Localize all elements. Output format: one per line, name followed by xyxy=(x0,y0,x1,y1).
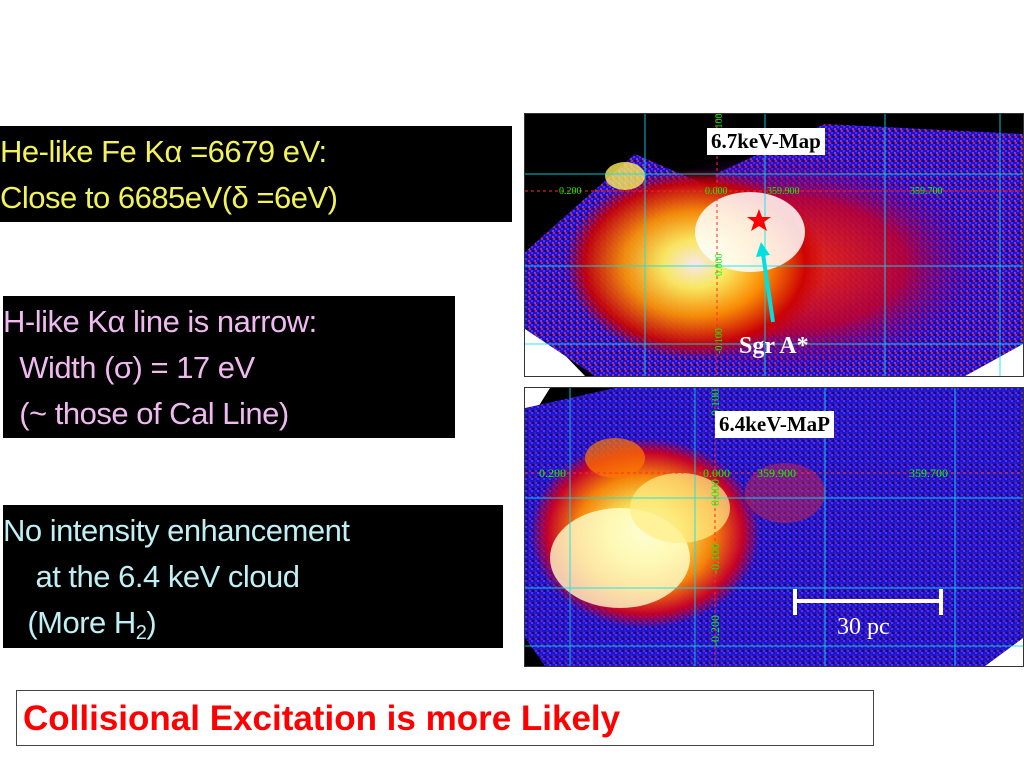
map-6-7kev-ytick-1: 0.100 xyxy=(714,114,725,136)
line-width-text-3: (~ those of Cal Line) xyxy=(3,396,289,431)
map-6-4kev-xtick-4: 359.700 xyxy=(909,466,948,480)
intensity-text-1: No intensity enhancement xyxy=(3,513,350,548)
map-6-4kev-ytick-2: 0.000 xyxy=(708,479,722,506)
map-6-7kev-xtick-3: 359.900 xyxy=(767,186,800,197)
sgr-a-pointer-arrow xyxy=(756,242,775,323)
map-6-4kev-xtick-3: 359.900 xyxy=(757,466,796,480)
map-6-4kev-grid xyxy=(525,388,1023,666)
map-6-7kev-image: 0.200 0.000 359.900 359.700 0.100 0.000 … xyxy=(525,114,1023,376)
intensity-text-3: (More H2) xyxy=(3,600,503,646)
intensity-text-3-post: ) xyxy=(146,605,157,640)
map-6-7kev-ytick-2: 0.000 xyxy=(714,254,725,277)
intensity-text-3-pre: (More H xyxy=(3,605,136,640)
map-6-4kev-ytick-1: 0.100 xyxy=(708,389,722,416)
map-6-4kev-label: 6.4keV-MaP xyxy=(715,411,834,438)
map-6-4kev-ytick-4: -0.200 xyxy=(708,615,722,646)
map-6-4kev-xtick-2: 0.000 xyxy=(703,466,730,480)
map-6-7kev-label: 6.7keV-Map xyxy=(707,128,825,155)
conclusion-box: Collisional Excitation is more Likely xyxy=(16,690,874,746)
intensity-text-2: at the 6.4 keV cloud xyxy=(3,559,300,594)
line-width-text-1: H-like Kα line is narrow: xyxy=(3,304,317,339)
intensity-box: No intensity enhancement at the 6.4 keV … xyxy=(3,505,503,648)
map-6-4kev-panel: 0.200 0.000 359.900 359.700 0.100 0.000 … xyxy=(524,387,1024,667)
line-width-box: H-like Kα line is narrow: Width (σ) = 17… xyxy=(3,296,455,438)
map-6-7kev-xtick-2: 0.000 xyxy=(705,186,728,197)
map-6-4kev-xtick-1: 0.200 xyxy=(539,466,566,480)
scale-bar-label: 30 pc xyxy=(837,614,890,640)
line-width-text-2: Width (σ) = 17 eV xyxy=(3,350,255,385)
scale-bar xyxy=(793,589,943,615)
fe-line-energy-text-2: Close to 6685eV(δ =6eV) xyxy=(0,180,338,215)
sgr-a-star-marker xyxy=(747,209,771,231)
conclusion-text: Collisional Excitation is more Likely xyxy=(23,699,621,738)
map-6-7kev-ytick-3: -0.100 xyxy=(714,328,725,354)
map-6-7kev-grid xyxy=(525,114,1023,376)
fe-line-energy-text-1: He-like Fe Kα =6679 eV: xyxy=(0,134,327,169)
map-6-7kev-xtick-1: 0.200 xyxy=(559,186,582,197)
sgr-a-label: Sgr A* xyxy=(739,333,809,359)
fe-line-energy-box: He-like Fe Kα =6679 eV: Close to 6685eV(… xyxy=(0,126,512,222)
intensity-text-3-sub: 2 xyxy=(135,622,147,644)
map-6-4kev-ytick-3: -0.100 xyxy=(708,543,722,574)
map-6-7kev-xtick-4: 359.700 xyxy=(910,186,943,197)
map-6-7kev-panel: 0.200 0.000 359.900 359.700 0.100 0.000 … xyxy=(524,113,1024,377)
